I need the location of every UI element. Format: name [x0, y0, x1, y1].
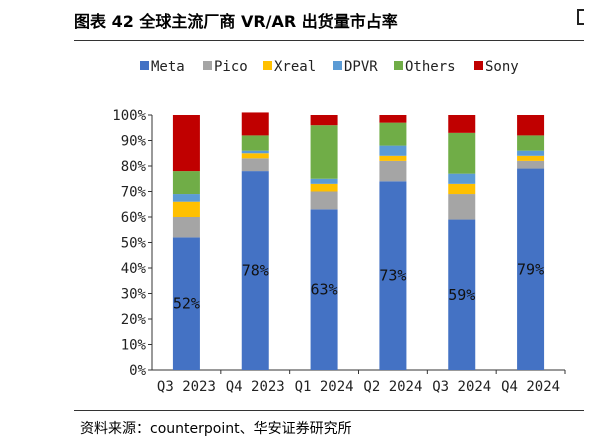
data-label: 79% [517, 260, 544, 278]
y-tick-label: 60% [121, 210, 147, 226]
y-tick-label: 10% [121, 338, 147, 354]
bar-segment-sony [379, 115, 407, 123]
bar-segment-xreal [310, 183, 338, 192]
bar-segment-others [310, 125, 338, 179]
footer-divider [74, 410, 584, 411]
legend-swatch-pico [203, 61, 212, 70]
bar-segment-xreal [448, 183, 476, 195]
data-label: 63% [311, 281, 338, 299]
x-tick-label: Q3 2023 [157, 379, 216, 395]
bar-segment-others [241, 135, 269, 151]
bar-segment-pico [172, 217, 200, 238]
x-tick-label: Q4 2024 [501, 379, 560, 395]
bar-segment-others [448, 132, 476, 174]
bar-segment-others [517, 135, 545, 151]
bar-segment-dpvr [310, 178, 338, 184]
bar-segment-sony [241, 112, 269, 136]
legend-label-pico: Pico [214, 59, 248, 75]
x-tick-label: Q3 2024 [432, 379, 491, 395]
legend-swatch-sony [474, 61, 483, 70]
data-label: 59% [448, 286, 475, 304]
bar-segment-sony [310, 115, 338, 126]
y-tick-label: 70% [121, 185, 147, 201]
bar-segment-meta [310, 209, 338, 370]
legend-swatch-dpvr [333, 61, 342, 70]
bar-segment-others [379, 122, 407, 146]
bar-segment-dpvr [517, 150, 545, 156]
header-bracket-mark [577, 9, 584, 25]
bar-segment-xreal [517, 155, 545, 161]
y-tick-label: 20% [121, 312, 147, 328]
legend-swatch-others [394, 61, 403, 70]
data-label: 78% [242, 262, 269, 280]
header-divider [74, 40, 584, 41]
figure-header: 图表 42 全球主流厂商 VR/AR 出货量市占率 [74, 6, 584, 36]
legend-label-meta: Meta [151, 59, 185, 75]
bar-segment-dpvr [241, 150, 269, 154]
legend-label-xreal: Xreal [274, 59, 316, 75]
bar-segment-pico [448, 194, 476, 220]
legend-label-sony: Sony [485, 59, 519, 75]
legend-swatch-meta [140, 61, 149, 70]
y-tick-label: 80% [121, 159, 147, 175]
legend-label-dpvr: DPVR [344, 59, 378, 75]
bar-segment-others [172, 171, 200, 195]
x-tick-label: Q4 2023 [226, 379, 285, 395]
bar-segment-meta [379, 181, 407, 370]
bar-segment-pico [517, 160, 545, 169]
figure-title: 图表 42 全球主流厂商 VR/AR 出货量市占率 [74, 12, 398, 31]
bar-segment-pico [379, 160, 407, 182]
bar-segment-dpvr [172, 194, 200, 202]
bar-segment-pico [310, 191, 338, 210]
bar-segment-xreal [241, 153, 269, 159]
bar-segment-dpvr [379, 145, 407, 156]
x-tick-label: Q1 2024 [295, 379, 354, 395]
data-label: 52% [173, 295, 200, 313]
y-tick-label: 90% [121, 134, 147, 150]
y-tick-label: 40% [121, 261, 147, 277]
bar-segment-sony [448, 115, 476, 133]
x-tick-label: Q2 2024 [363, 379, 422, 395]
y-tick-label: 100% [112, 108, 146, 124]
legend-swatch-xreal [263, 61, 272, 70]
bar-segment-xreal [172, 201, 200, 217]
y-tick-label: 30% [121, 287, 147, 303]
bar-segment-xreal [379, 155, 407, 161]
legend-label-others: Others [405, 59, 456, 75]
bar-segment-meta [241, 171, 269, 370]
source-note: 资料来源：counterpoint、华安证券研究所 [80, 421, 352, 437]
bar-segment-dpvr [448, 173, 476, 184]
bar-segment-meta [172, 237, 200, 370]
data-label: 73% [379, 267, 406, 285]
bar-segment-sony [172, 115, 200, 172]
bar-segment-pico [241, 158, 269, 172]
bar-segment-sony [517, 115, 545, 136]
y-tick-label: 0% [129, 363, 146, 379]
bar-segment-meta [448, 219, 476, 370]
bar-segment-meta [517, 168, 545, 370]
y-tick-label: 50% [121, 236, 147, 252]
